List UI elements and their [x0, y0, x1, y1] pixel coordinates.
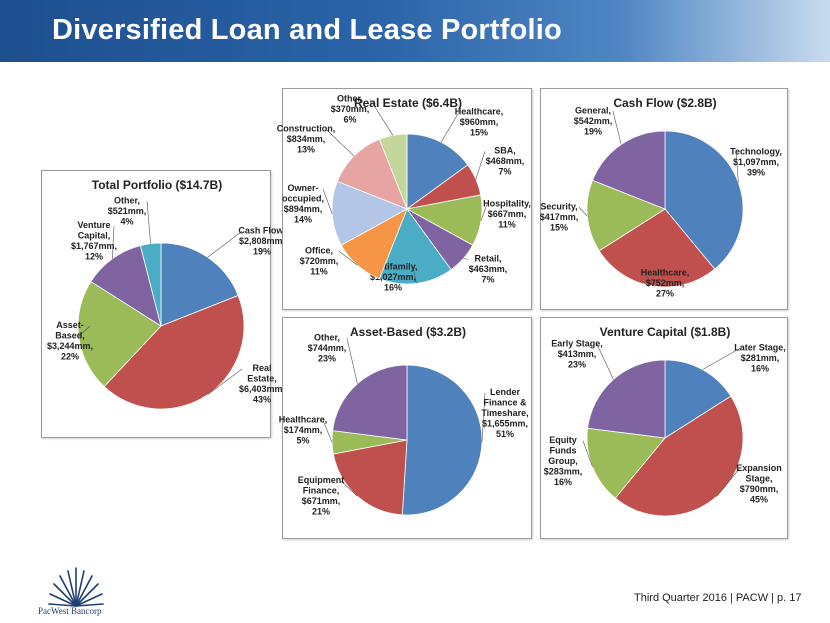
leader-line — [481, 392, 486, 443]
pie-slice — [664, 130, 744, 270]
slice-label: SBA, $468mm, 7% — [486, 145, 525, 176]
pie-slice — [90, 245, 162, 327]
slice-label: Multifamily, $1,027mm, 16% — [369, 261, 418, 292]
slice-label: Other, $744mm, 23% — [308, 332, 347, 363]
leader-line — [78, 325, 91, 337]
footer-page-info: Third Quarter 2016 | PACW | p. 17 — [634, 592, 802, 604]
pie-chart: Asset-Based ($3.2B) Lender Finance & Timesh… — [279, 325, 529, 517]
pie-slice — [332, 364, 408, 441]
slice-label: Later Stage, $281mm, 16% — [734, 342, 786, 373]
leader-line — [322, 188, 333, 214]
slice-label: Healthcare, $960mm, 15% — [455, 106, 504, 137]
slice-label: Early Stage, $413mm, 23% — [551, 338, 603, 369]
pie-slice — [614, 395, 744, 517]
leader-line — [463, 258, 469, 260]
chart-title: Total Portfolio ($14.7B) — [92, 178, 222, 192]
slice-label: Venture Capital, $1,767mm, 12% — [71, 220, 117, 262]
slice-label: Security, $417mm, 15% — [540, 201, 579, 232]
leader-line — [338, 251, 358, 266]
page-title: Diversified Loan and Lease Portfolio — [52, 14, 562, 46]
leader-line — [322, 420, 333, 443]
leader-line — [369, 99, 394, 136]
pie-slice — [591, 130, 666, 210]
leader-line — [735, 152, 739, 183]
slice-label: Healthcare, $174mm, 5% — [279, 414, 328, 445]
slice-label: Retail, $463mm, 7% — [469, 253, 508, 284]
chart-title: Asset-Based ($3.2B) — [350, 325, 466, 339]
leader-line — [644, 273, 654, 287]
pie-slice — [160, 242, 239, 327]
pie-slice — [406, 133, 469, 210]
cash-flow-chart-panel: Cash Flow ($2.8B) Technology, $1,097mm, 39%… — [540, 88, 788, 310]
leader-line — [325, 129, 355, 157]
slice-label: General, $542mm, 19% — [574, 105, 613, 136]
leader-line — [475, 151, 486, 180]
slice-label: Other, $370mm, 6% — [331, 93, 370, 124]
slice-label: Equipment Finance, $671mm, 21% — [298, 475, 345, 517]
slice-label: Other, $521mm, 4% — [108, 195, 147, 226]
slice-label: Healthcare, $752mm, 27% — [641, 267, 690, 298]
slice-label: Cash Flow, $2,808mm, 19% — [238, 225, 285, 256]
total-portfolio-chart-panel: Total Portfolio ($14.7B) Cash Flow, $2,808… — [41, 170, 286, 438]
header-bar: Diversified Loan and Lease Portfolio — [0, 0, 830, 62]
pie-slice — [331, 180, 408, 246]
slice-label: Technology, $1,097mm, 39% — [730, 146, 782, 177]
leader-line — [340, 480, 358, 497]
leader-line — [480, 204, 488, 221]
slice-label: Hospitality, $667mm, 11% — [483, 198, 531, 229]
leader-line — [578, 207, 588, 217]
slice-label: Real Estate, $6,403mm, 43% — [239, 363, 285, 405]
chart-title: Cash Flow ($2.8B) — [613, 96, 716, 110]
leader-line — [146, 201, 151, 244]
leader-line — [716, 468, 740, 497]
slice-label: Lender Finance & Timeshare, $1,655mm, 51% — [481, 387, 528, 439]
leader-line — [111, 225, 115, 259]
leader-line — [412, 267, 417, 284]
pie-slice — [103, 294, 245, 410]
leader-line — [702, 347, 741, 370]
slice-label: Asset-Based, $3,244mm, 22% — [47, 320, 93, 362]
slice-label: Owner-occupied, $894mm, 14% — [282, 183, 324, 225]
chart-title: Venture Capital ($1.8B) — [600, 325, 731, 339]
slice-label: Expansion Stage, $790mm, 45% — [736, 463, 782, 505]
leader-line — [207, 368, 243, 395]
leader-line — [612, 111, 622, 145]
chart-title: Real Estate ($6.4B) — [354, 96, 462, 110]
pie-slice — [401, 364, 483, 516]
starburst-icon — [48, 567, 104, 607]
leader-line — [582, 440, 593, 467]
pie-chart: Total Portfolio ($14.7B) Cash Flow, $2,808… — [47, 178, 286, 410]
slice-label: Equity Funds Group, $283mm, 16% — [544, 435, 583, 487]
venture-capital-chart-panel: Venture Capital ($1.8B) Later Stage, $281m… — [540, 317, 788, 539]
pie-slice — [336, 138, 408, 210]
slice-label: Construction, $834mm, 13% — [277, 123, 336, 154]
pie-chart: Real Estate ($6.4B)Healthcare, $960mm, 15%… — [277, 93, 531, 292]
pie-slice — [664, 359, 732, 439]
asset-based-chart-panel: Asset-Based ($3.2B) Lender Finance & Timesh… — [279, 317, 532, 539]
leader-line — [596, 344, 614, 380]
pie-slice — [378, 133, 408, 210]
pie-slice — [587, 359, 666, 439]
pie-slice — [332, 439, 408, 516]
slice-label: Office, $720mm, 11% — [300, 245, 339, 276]
leader-line — [440, 112, 460, 143]
logo-text: PacWest Bancorp — [38, 606, 102, 616]
pie-chart: Cash Flow ($2.8B) Technology, $1,097mm, 39%… — [540, 96, 782, 298]
leader-line — [207, 231, 243, 258]
real-estate-chart-panel: Real Estate ($6.4B) Healthcare, $960mm, 15%… — [277, 88, 532, 310]
leader-line — [346, 338, 358, 384]
pie-chart: Venture Capital ($1.8B)Later Stage, $281m… — [544, 325, 786, 517]
